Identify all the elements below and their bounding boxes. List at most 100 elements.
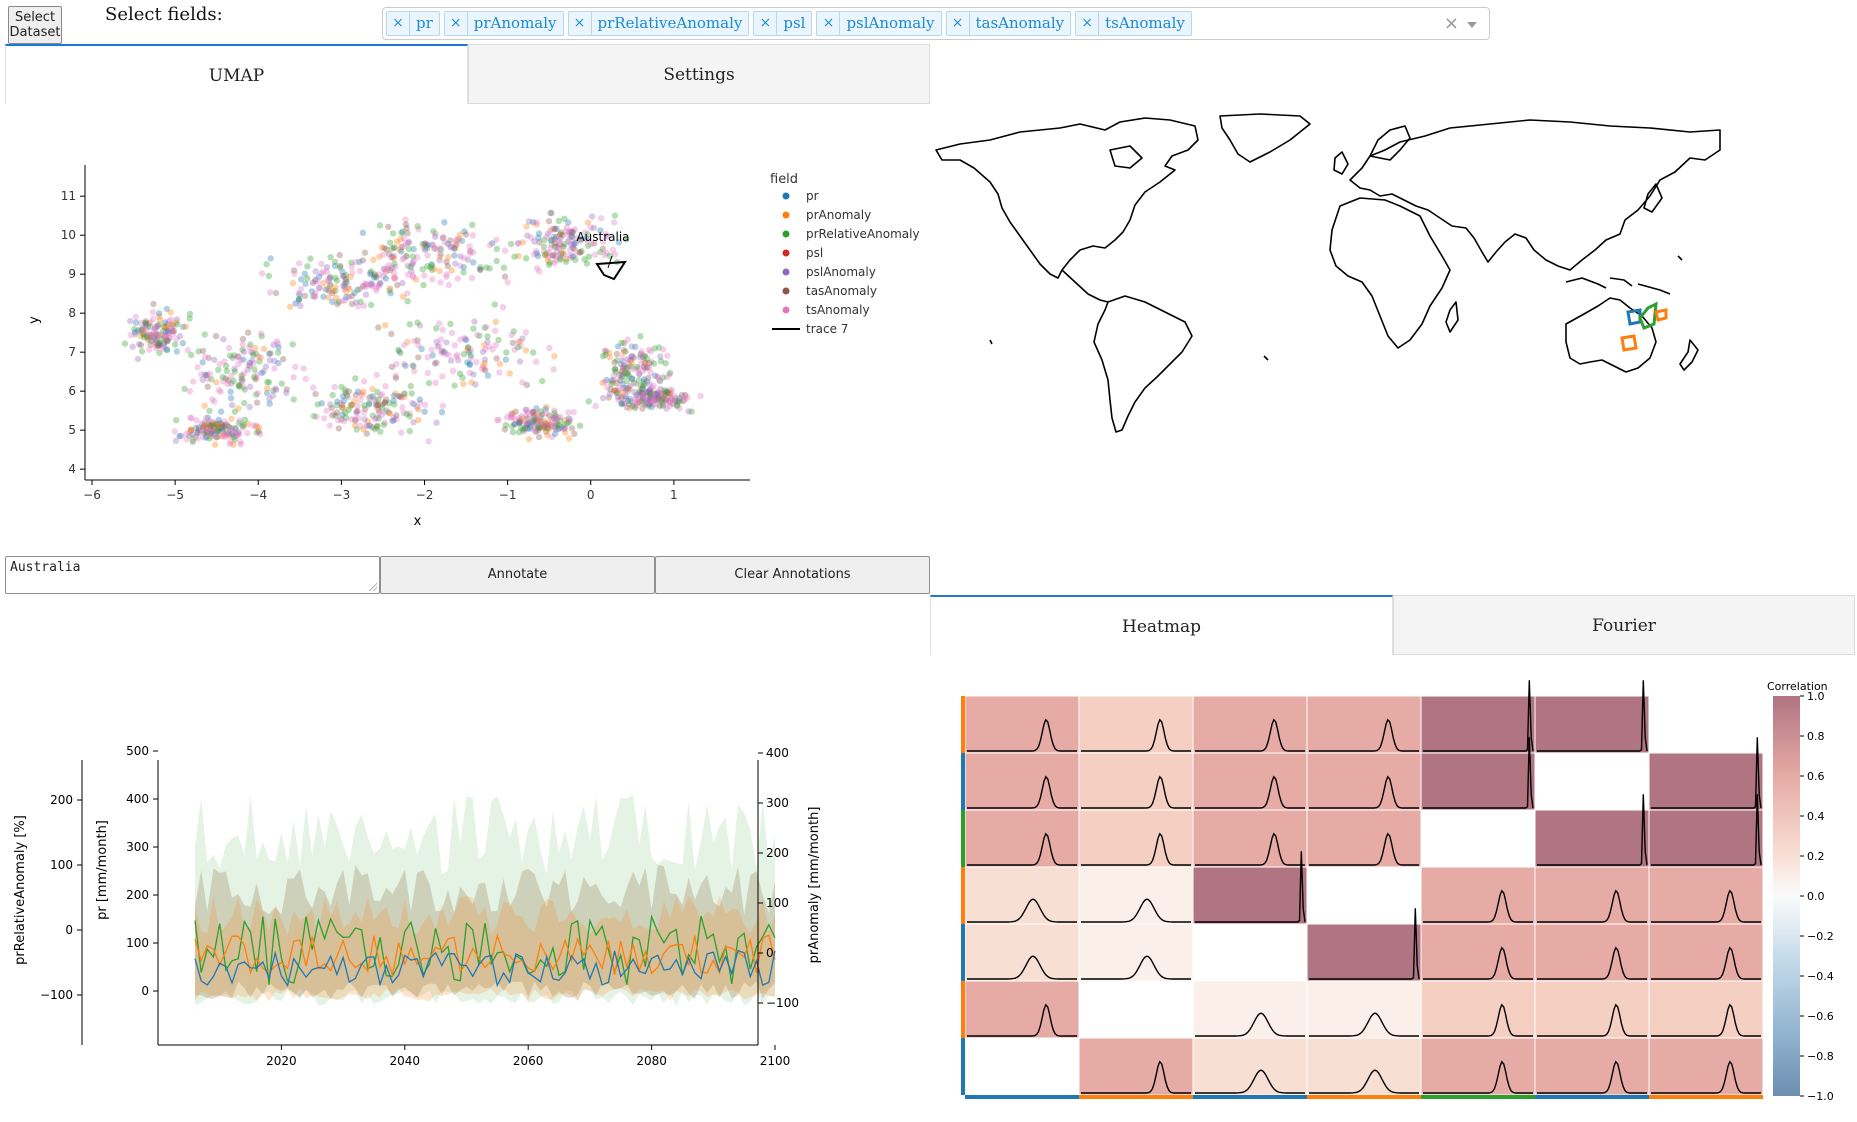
- heatmap-cell[interactable]: [1420, 980, 1536, 1039]
- heatmap-cell[interactable]: [964, 695, 1080, 754]
- annotate-button[interactable]: Annotate: [380, 556, 655, 594]
- umap-point: [422, 240, 429, 247]
- heatmap-cell[interactable]: [1192, 866, 1308, 925]
- heatmap-cell[interactable]: [1648, 1037, 1764, 1096]
- umap-legend[interactable]: fieldprprAnomalyprRelativeAnomalypslpslA…: [770, 172, 920, 336]
- legend-item-label[interactable]: tsAnomaly: [806, 303, 870, 317]
- heatmap-cell[interactable]: [1192, 695, 1308, 754]
- heatmap-cell[interactable]: [1534, 695, 1650, 754]
- umap-point: [409, 259, 416, 266]
- field-chip-prRelativeAnomaly[interactable]: × prRelativeAnomaly: [567, 11, 750, 36]
- umap-point: [211, 398, 218, 405]
- umap-point: [328, 404, 335, 412]
- remove-chip-icon[interactable]: ×: [569, 12, 592, 35]
- heatmap-cell[interactable]: [1648, 809, 1764, 868]
- umap-point: [155, 331, 163, 338]
- umap-point: [295, 289, 302, 297]
- heatmap-cell[interactable]: [1420, 1037, 1536, 1096]
- umap-point: [373, 423, 381, 431]
- remove-chip-icon[interactable]: ×: [387, 12, 410, 35]
- umap-point: [672, 397, 680, 404]
- field-chip-prAnomaly[interactable]: × prAnomaly: [443, 11, 564, 36]
- world-map[interactable]: [930, 110, 1730, 440]
- umap-point: [151, 333, 158, 340]
- remove-chip-icon[interactable]: ×: [1076, 12, 1100, 35]
- umap-point: [429, 276, 436, 283]
- tab-heatmap[interactable]: Heatmap: [930, 595, 1393, 655]
- heatmap-cell[interactable]: [1648, 752, 1764, 811]
- remove-chip-icon[interactable]: ×: [754, 12, 778, 35]
- timeseries-plot[interactable]: 2001000−10050040030020010004003002001000…: [0, 740, 860, 1070]
- heatmap-cell[interactable]: [1648, 866, 1764, 925]
- heatmap-cell[interactable]: [1648, 923, 1764, 982]
- legend-item-label[interactable]: prAnomaly: [806, 208, 871, 222]
- fields-multiselect[interactable]: × pr × prAnomaly × prRelativeAnomaly × psl × pslA…: [382, 7, 1490, 40]
- heatmap-cell[interactable]: [1420, 866, 1536, 925]
- heatmap-cell[interactable]: [1078, 809, 1194, 868]
- umap-x-tick-label: −5: [166, 488, 184, 502]
- legend-item-label[interactable]: pr: [806, 189, 819, 203]
- tab-settings[interactable]: Settings: [468, 44, 930, 104]
- tab-umap[interactable]: UMAP: [5, 44, 468, 104]
- heatmap-cell[interactable]: [1534, 809, 1650, 868]
- umap-point: [199, 434, 207, 441]
- remove-chip-icon[interactable]: ×: [817, 12, 841, 35]
- legend-item-label[interactable]: pslAnomaly: [806, 265, 876, 279]
- legend-item-label[interactable]: prRelativeAnomaly: [806, 227, 920, 241]
- heatmap-cell[interactable]: [1078, 695, 1194, 754]
- umap-point: [430, 228, 437, 235]
- umap-point: [338, 404, 346, 411]
- heatmap-cell[interactable]: [964, 980, 1080, 1039]
- heatmap-cell[interactable]: [1078, 1037, 1194, 1096]
- correlation-heatmap[interactable]: Correlation1.00.80.60.40.20.0−0.2−0.4−0.…: [955, 675, 1855, 1115]
- heatmap-cell[interactable]: [1420, 695, 1536, 754]
- umap-point: [557, 231, 564, 238]
- field-chip-tsAnomaly[interactable]: × tsAnomaly: [1075, 11, 1192, 36]
- umap-point: [569, 244, 576, 251]
- heatmap-cell[interactable]: [964, 809, 1080, 868]
- legend-item-label[interactable]: trace 7: [806, 322, 848, 336]
- heatmap-cell[interactable]: [1534, 923, 1650, 982]
- heatmap-cell[interactable]: [1420, 923, 1536, 982]
- chip-label: prAnomaly: [473, 14, 557, 32]
- field-chip-pslAnomaly[interactable]: × pslAnomaly: [816, 11, 942, 36]
- umap-point: [523, 406, 530, 414]
- clear-all-icon[interactable]: ×: [1443, 13, 1459, 34]
- col-color-strip: [1535, 1095, 1649, 1099]
- heatmap-cell[interactable]: [1306, 752, 1422, 811]
- heatmap-cell[interactable]: [1078, 752, 1194, 811]
- heatmap-cell[interactable]: [1192, 752, 1308, 811]
- select-dataset-button[interactable]: Select Dataset: [8, 6, 62, 44]
- heatmap-cell[interactable]: [1534, 1037, 1650, 1096]
- annotation-text-input[interactable]: Australia: [5, 556, 380, 594]
- heatmap-cell[interactable]: [1534, 866, 1650, 925]
- umap-point: [223, 429, 231, 436]
- remove-chip-icon[interactable]: ×: [947, 12, 970, 35]
- tab-fourier[interactable]: Fourier: [1393, 595, 1855, 655]
- umap-point: [150, 300, 157, 308]
- mid-tick-label: 200: [126, 888, 149, 902]
- legend-item-label[interactable]: tasAnomaly: [806, 284, 877, 298]
- heatmap-cell[interactable]: [1534, 980, 1650, 1039]
- heatmap-cell[interactable]: [1648, 980, 1764, 1039]
- field-chip-psl[interactable]: × psl: [753, 11, 813, 36]
- heatmap-cell[interactable]: [1306, 809, 1422, 868]
- umap-point: [365, 422, 373, 429]
- heatmap-cell[interactable]: [1306, 695, 1422, 754]
- resize-grip-icon[interactable]: [369, 583, 377, 591]
- umap-point: [357, 422, 364, 429]
- dropdown-arrow-icon[interactable]: [1467, 22, 1477, 28]
- umap-y-tick-label: 11: [61, 189, 76, 203]
- legend-item-label[interactable]: psl: [806, 246, 823, 260]
- umap-point: [371, 271, 378, 278]
- umap-point: [153, 336, 161, 343]
- heatmap-cell[interactable]: [964, 752, 1080, 811]
- remove-chip-icon[interactable]: ×: [445, 12, 468, 35]
- field-chip-tasAnomaly[interactable]: × tasAnomaly: [945, 11, 1072, 36]
- clear-annotations-button[interactable]: Clear Annotations: [655, 556, 930, 594]
- heatmap-cell[interactable]: [1306, 923, 1422, 982]
- heatmap-cell[interactable]: [1192, 809, 1308, 868]
- field-chip-pr[interactable]: × pr: [386, 11, 440, 36]
- heatmap-cell[interactable]: [1420, 752, 1536, 811]
